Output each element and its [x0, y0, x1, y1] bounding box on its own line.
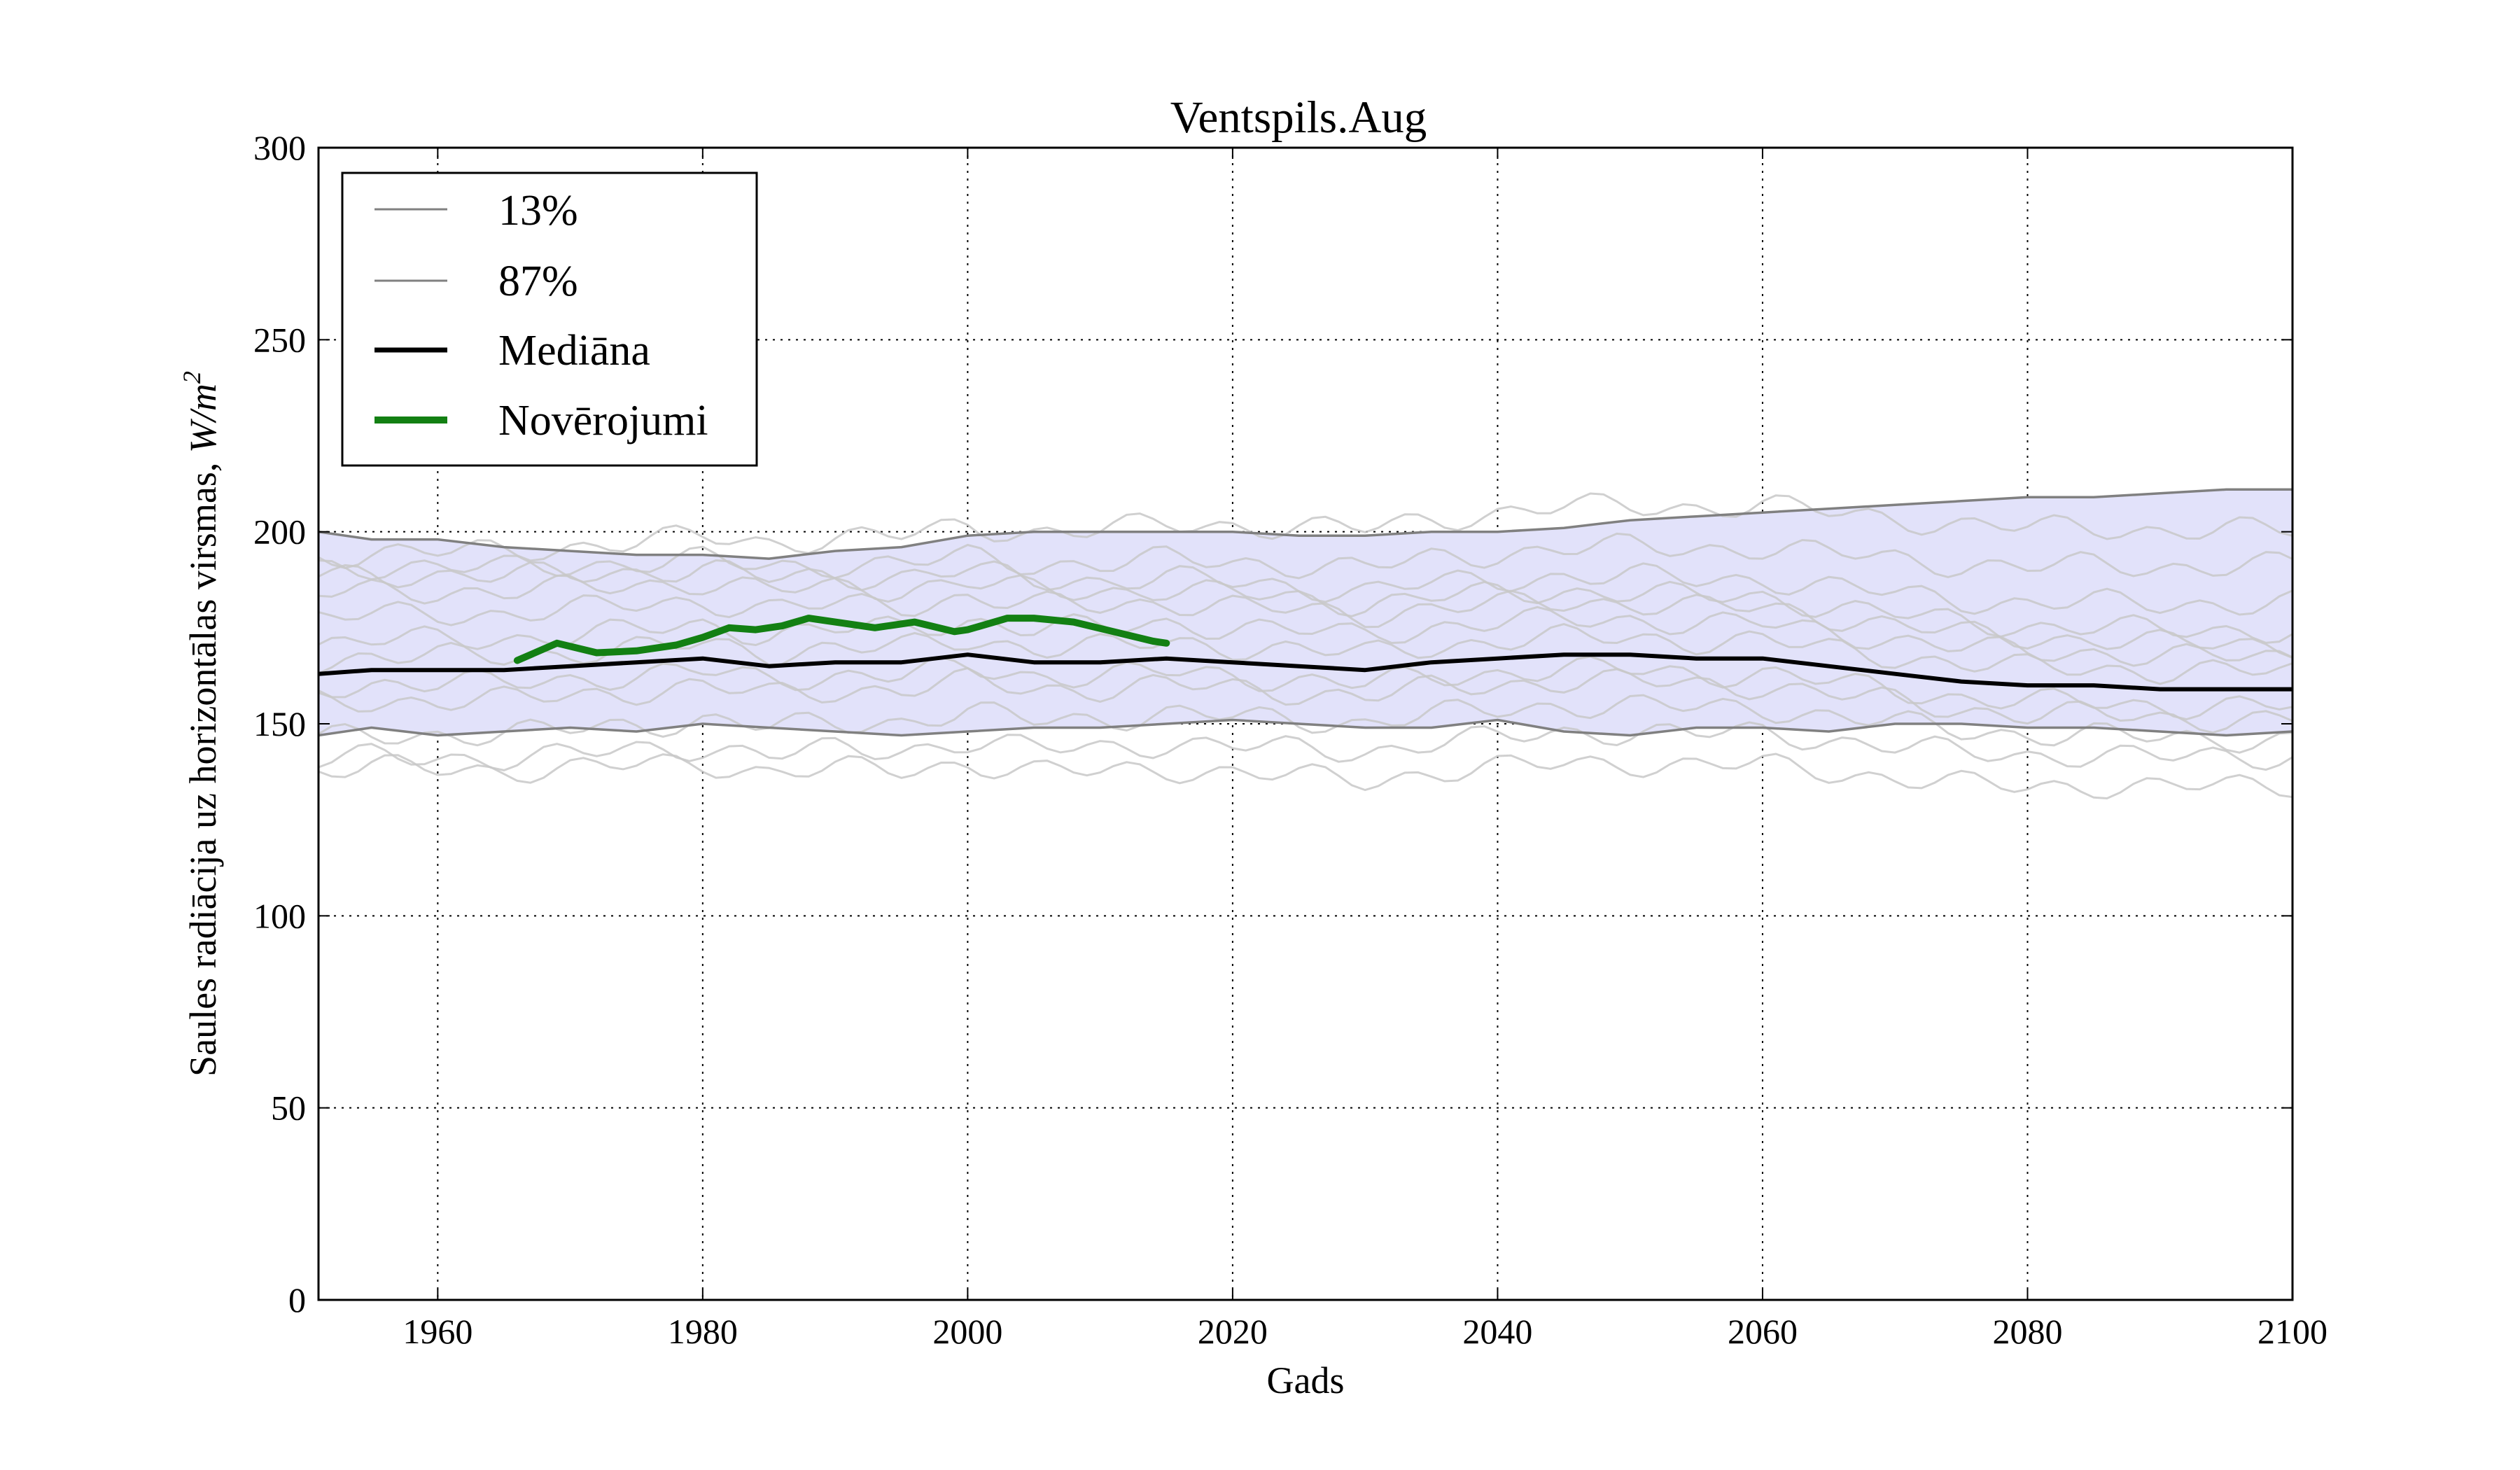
chart-title: Ventspils.Aug	[1170, 92, 1427, 143]
ticks: 1960 1980 2000 2020 2040 2060 2080 2100 0 50 100 15…	[253, 128, 2328, 1351]
x-tick-label: 2100	[2258, 1312, 2328, 1351]
y-tick-label: 150	[253, 704, 306, 743]
line-median	[318, 652, 2292, 692]
percentile-band-fill	[318, 489, 2292, 736]
line-observations	[513, 615, 1170, 664]
x-axis-label: Gads	[1267, 1359, 1345, 1401]
y-axis-label-unit: W/m	[182, 384, 224, 453]
x-tick-label: 1980	[668, 1312, 738, 1351]
legend: 13% 87% Mediāna Novērojumi	[341, 172, 758, 467]
x-tick-label: 2000	[932, 1312, 1002, 1351]
y-tick-label: 300	[253, 128, 306, 167]
y-tick-label: 250	[253, 320, 306, 359]
legend-label-observations: Novērojumi	[498, 397, 708, 444]
x-tick-label: 2060	[1728, 1312, 1798, 1351]
ensemble-line	[318, 623, 2292, 685]
y-tick-label: 0	[288, 1280, 306, 1320]
series-lines	[318, 488, 2292, 737]
x-tick-label: 2020	[1198, 1312, 1268, 1351]
y-tick-label: 100	[253, 896, 306, 935]
y-axis-label-exponent: 2	[178, 371, 206, 384]
ensemble-line	[318, 752, 2292, 800]
line-87-percent	[318, 488, 2292, 560]
ensemble-line	[318, 532, 2292, 581]
x-tick-label: 1960	[402, 1312, 472, 1351]
legend-label-87: 87%	[498, 258, 578, 305]
ensemble-lines	[318, 492, 2292, 800]
y-tick-label: 200	[253, 512, 306, 552]
legend-label-13: 13%	[498, 187, 578, 234]
ensemble-line	[318, 666, 2292, 734]
y-tick-label: 50	[271, 1088, 306, 1128]
legend-label-median: Mediāna	[498, 327, 650, 374]
plot-area	[318, 488, 2292, 800]
x-tick-label: 2040	[1462, 1312, 1532, 1351]
ensemble-line	[318, 606, 2292, 667]
ensemble-line	[318, 655, 2292, 721]
ensemble-line	[318, 589, 2292, 659]
percentile-band	[318, 489, 2292, 736]
line-13-percent	[318, 718, 2292, 737]
ensemble-line	[318, 694, 2292, 754]
y-axis-label-text: Saules radiācija uz horizontālas virsmas…	[182, 453, 224, 1077]
x-tick-label: 2080	[1992, 1312, 2062, 1351]
ensemble-line	[318, 492, 2292, 570]
ensemble-line	[318, 574, 2292, 644]
ensemble-line	[318, 559, 2292, 616]
ensemble-line	[318, 721, 2292, 771]
y-axis-label: Saules radiācija uz horizontālas virsmas…	[178, 371, 224, 1077]
